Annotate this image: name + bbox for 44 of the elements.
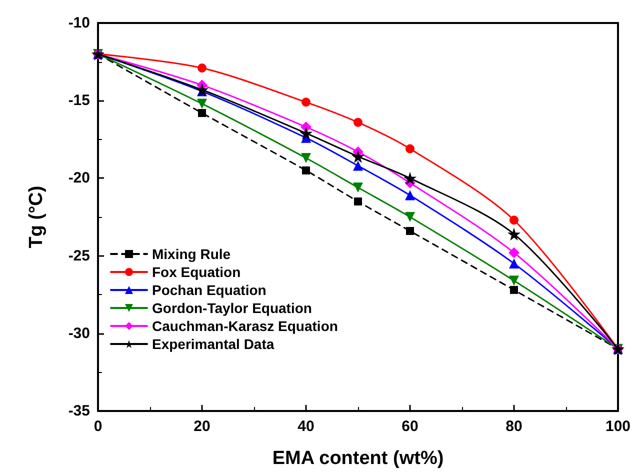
point bbox=[197, 98, 207, 109]
point bbox=[508, 247, 520, 258]
y-tick-label: -35 bbox=[68, 402, 90, 420]
x-tick-label: 20 bbox=[194, 418, 210, 435]
point bbox=[406, 144, 414, 154]
point bbox=[354, 197, 362, 206]
point bbox=[198, 109, 206, 118]
point bbox=[510, 216, 518, 225]
y-tick-label: -30 bbox=[68, 324, 90, 342]
y-tick-label: -20 bbox=[68, 170, 90, 187]
y-tick-label: -25 bbox=[68, 247, 90, 264]
legend-label: Pochan Equation bbox=[152, 282, 266, 298]
y-tick-label: -10 bbox=[68, 14, 90, 32]
legend-label: Fox Equation bbox=[152, 264, 241, 280]
y-tick-label: -15 bbox=[68, 92, 90, 110]
legend-label: Experimantal Data bbox=[152, 336, 274, 352]
x-axis-title: EMA content (wt%) bbox=[272, 448, 444, 469]
point bbox=[302, 98, 310, 107]
legend-label: Mixing Rule bbox=[152, 246, 231, 262]
point bbox=[405, 190, 415, 200]
point bbox=[301, 153, 311, 164]
point bbox=[405, 212, 415, 222]
point bbox=[406, 226, 414, 235]
point bbox=[302, 166, 310, 174]
point bbox=[196, 83, 208, 96]
x-tick-label: 60 bbox=[402, 418, 418, 435]
y-axis-title: Tg (°C) bbox=[26, 186, 47, 248]
legend-label: Gordon-Taylor Equation bbox=[152, 300, 312, 316]
point bbox=[404, 172, 416, 185]
point bbox=[508, 228, 520, 241]
point bbox=[300, 126, 312, 140]
point bbox=[353, 182, 363, 193]
x-tick-label: 100 bbox=[605, 418, 631, 435]
point bbox=[510, 286, 518, 294]
x-tick-label: 40 bbox=[298, 418, 314, 435]
point bbox=[354, 118, 362, 127]
point bbox=[509, 276, 519, 286]
legend-label: Cauchman-Karasz Equation bbox=[152, 318, 338, 334]
point bbox=[198, 64, 206, 73]
point bbox=[509, 258, 519, 269]
point bbox=[353, 160, 363, 171]
x-tick-label: 80 bbox=[506, 418, 522, 435]
point bbox=[352, 150, 364, 163]
x-tick-label: 0 bbox=[94, 418, 102, 435]
